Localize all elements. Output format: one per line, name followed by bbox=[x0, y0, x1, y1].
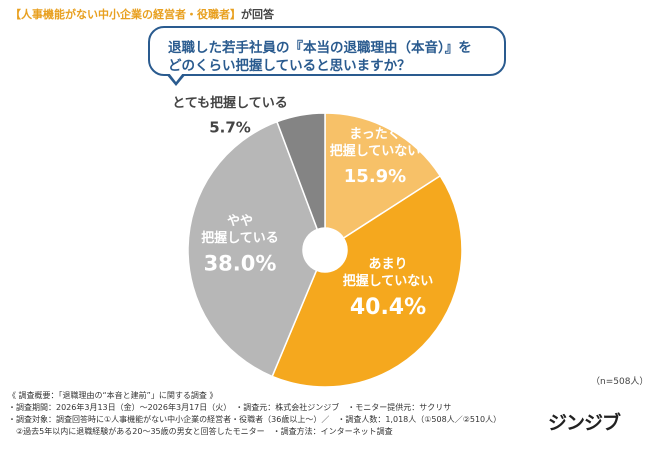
company-logo: ジンジブ bbox=[548, 412, 621, 434]
slice-label-line: 把握していない bbox=[330, 143, 421, 159]
note-line-2: ・調査期間：2026年3月13日（金）〜2026年3月17日（火） ・調査元：株… bbox=[8, 403, 452, 412]
question-line-2: どのくらい把握していると思いますか？ bbox=[168, 58, 411, 74]
slice-label-line: 把握していない bbox=[343, 273, 434, 289]
respondent-label: 【人事機能がない中小企業の経営者・役職者】が回答 bbox=[10, 6, 274, 22]
pie-slice-2 bbox=[271, 174, 463, 388]
slice-label-4: とても把握している 5.7% bbox=[172, 95, 288, 136]
slice-label-line: 把握している bbox=[201, 230, 279, 246]
slice-label-line: とても把握している bbox=[172, 95, 288, 111]
slice-label-line: まったく bbox=[349, 127, 400, 142]
slice-label-line: あまり bbox=[368, 257, 407, 272]
pie-slice-1 bbox=[324, 112, 442, 240]
respondent-suffix: が回答 bbox=[241, 8, 274, 21]
slice-label-line: やや bbox=[227, 214, 253, 229]
question-bubble: 退職した若手社員の『本当の退職理由（本音）』を どのくらい把握していると思います… bbox=[148, 26, 506, 76]
pie-slice-4 bbox=[276, 112, 326, 231]
note-line-3: ・調査対象：調査回答時に①人事機能がない中小企業の経営者・役職者（36歳以上〜）… bbox=[8, 415, 502, 424]
note-line-1: 《 調査概要：「退職理由の“本音と建前”」に関する調査 》 bbox=[8, 391, 218, 400]
pie-slice-3 bbox=[187, 120, 319, 378]
sample-size-label: （n=508人） bbox=[591, 377, 649, 387]
survey-notes: 《 調査概要：「退職理由の“本音と建前”」に関する調査 》 ・調査期間：2026… bbox=[8, 390, 501, 438]
slice-value: 15.9% bbox=[344, 166, 406, 187]
question-line-1: 退職した若手社員の『本当の退職理由（本音）』を bbox=[168, 40, 472, 56]
slice-value: 38.0% bbox=[204, 252, 277, 276]
respondent-target: 【人事機能がない中小企業の経営者・役職者】 bbox=[10, 8, 241, 21]
slice-value: 40.4% bbox=[350, 295, 426, 320]
note-line-4: ②過去5年以内に退職経験がある20〜35歳の男女と回答したモニター ・調査方法：… bbox=[8, 427, 393, 436]
question-bubble-tail-inner bbox=[169, 73, 183, 82]
slice-value: 5.7% bbox=[209, 118, 251, 136]
